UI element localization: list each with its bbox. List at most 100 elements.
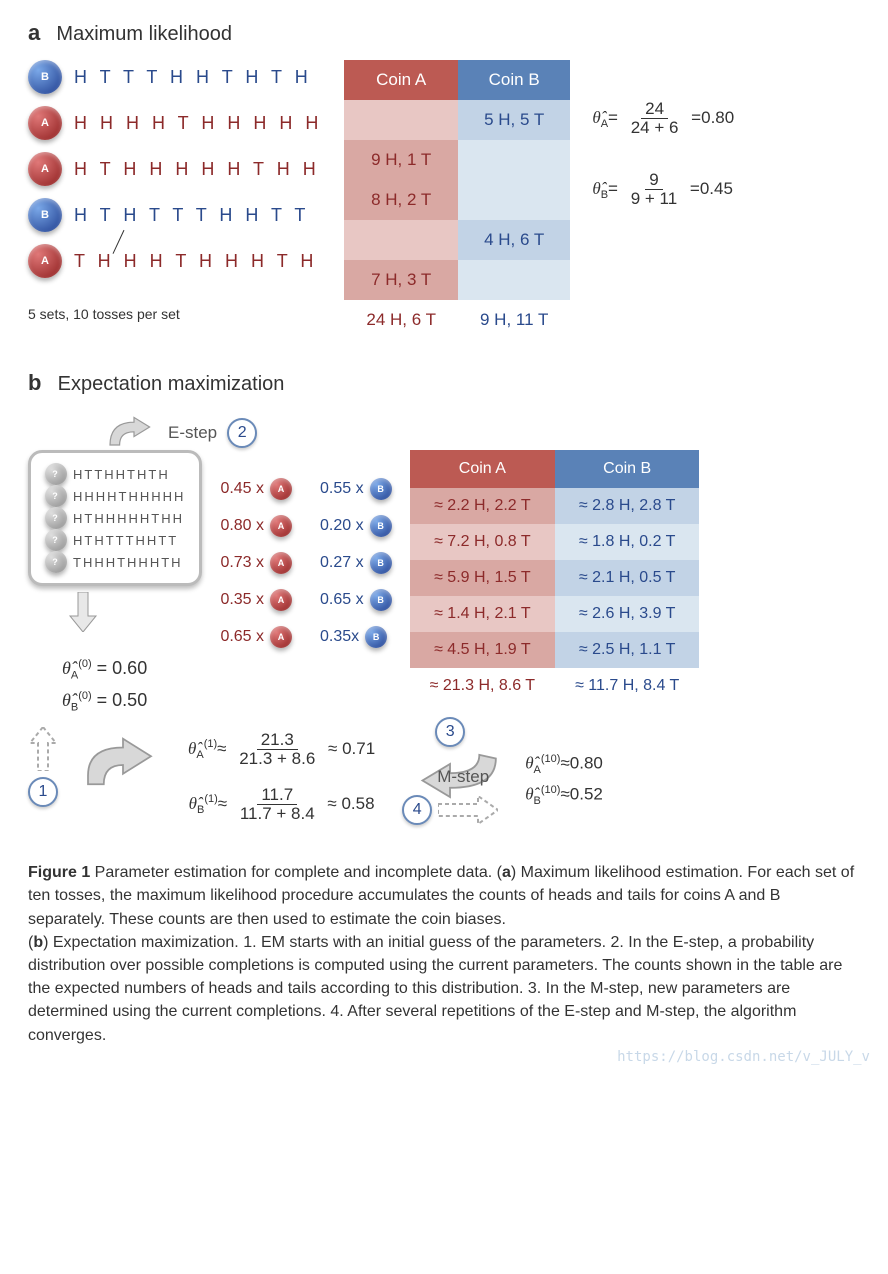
cell-a: 7 H, 3 T bbox=[344, 260, 458, 300]
table-row: 7 H, 3 T bbox=[344, 260, 570, 300]
seq-row: ? HHHHTHHHHH bbox=[45, 485, 185, 507]
em-sum-a: ≈ 21.3 H, 8.6 T bbox=[410, 668, 555, 704]
cell-b: 5 H, 5 T bbox=[458, 100, 570, 140]
coin-a-icon: A bbox=[270, 478, 292, 500]
loop-arrow-icon bbox=[78, 723, 168, 793]
coin-a-icon: A bbox=[28, 152, 62, 186]
cell-b: ≈ 1.8 H, 0.2 T bbox=[555, 524, 699, 560]
dashed-right-arrow-icon bbox=[438, 796, 498, 824]
down-arrow-icon bbox=[68, 592, 98, 632]
step-1-badge: 1 bbox=[28, 777, 58, 807]
weight-row: 0.45 xA0.55 xB bbox=[220, 478, 391, 500]
cell-a: ≈ 2.2 H, 2.2 T bbox=[410, 488, 555, 524]
table-row: ≈ 4.5 H, 1.9 T≈ 2.5 H, 1.1 T bbox=[410, 632, 700, 668]
cell-b bbox=[458, 260, 570, 300]
cell-a: ≈ 1.4 H, 2.1 T bbox=[410, 596, 555, 632]
coin-b-icon: B bbox=[370, 552, 392, 574]
table-row: ≈ 5.9 H, 1.5 T≈ 2.1 H, 0.5 T bbox=[410, 560, 700, 596]
coin-a-icon: A bbox=[28, 106, 62, 140]
ml-sum-a: 24 H, 6 T bbox=[344, 300, 458, 340]
figure-caption: Figure 1 Parameter estimation for comple… bbox=[0, 835, 888, 1067]
theta-b-formula: θ̂B= 9 9 + 11 =0.45 bbox=[592, 171, 734, 208]
step-2-badge: 2 bbox=[227, 418, 257, 448]
toss-sequence: H T T T H H T H T H bbox=[74, 67, 312, 88]
em-table: Coin A Coin B ≈ 2.2 H, 2.2 T≈ 2.8 H, 2.8… bbox=[410, 450, 700, 704]
cell-b bbox=[458, 180, 570, 220]
mstep-label: M-step bbox=[437, 767, 489, 787]
seq-text: HTTHHTHTH bbox=[73, 467, 170, 482]
table-row: 5 H, 5 T bbox=[344, 100, 570, 140]
coin-b-icon: B bbox=[370, 515, 392, 537]
weight-a: 0.65 x bbox=[220, 628, 264, 646]
cell-b: ≈ 2.1 H, 0.5 T bbox=[555, 560, 699, 596]
coin-a-icon: A bbox=[270, 589, 292, 611]
unknown-coin-icon: ? bbox=[45, 463, 67, 485]
cell-a: 8 H, 2 T bbox=[344, 180, 458, 220]
seq-text: HTHTTTHHTT bbox=[73, 533, 178, 548]
toss-row: BH T H T T T H H T T bbox=[28, 198, 322, 232]
panel-b: b Expectation maximization E-step 2 ? HTT… bbox=[0, 350, 888, 835]
step-3-badge: 3 bbox=[435, 717, 465, 747]
weights-column: 0.45 x A 0.55 x B 0.80 x A 0.20 x B 0.73 x A 0.27 … bbox=[220, 478, 391, 648]
weight-a: 0.80 x bbox=[220, 517, 264, 535]
weight-a: 0.73 x bbox=[220, 554, 264, 572]
unknown-coin-icon: ? bbox=[45, 529, 67, 551]
weight-row: 0.35 xA0.65 xB bbox=[220, 589, 391, 611]
weight-b: 0.27 x bbox=[320, 554, 364, 572]
mstep-formulas: θ̂A(1)≈ 21.3 21.3 + 8.6 ≈ 0.71 θ̂B(1)≈ 1… bbox=[188, 731, 375, 822]
panel-b-label: b bbox=[28, 370, 41, 395]
weight-b: 0.35x bbox=[320, 628, 359, 646]
seq-text: THHHTHHHTH bbox=[73, 555, 183, 570]
seq-text: HHHHTHHHHH bbox=[73, 489, 185, 504]
unknown-coin-icon: ? bbox=[45, 485, 67, 507]
table-row: 8 H, 2 T bbox=[344, 180, 570, 220]
weight-b: 0.65 x bbox=[320, 591, 364, 609]
table-row: 4 H, 6 T bbox=[344, 220, 570, 260]
coin-a-icon: A bbox=[270, 515, 292, 537]
sequence-box: ?HTTHHTHTH?HHHHTHHHHH?HTHHHHHTHH?HTHTTTH… bbox=[28, 450, 202, 586]
coin-a-icon: A bbox=[28, 244, 62, 278]
coin-a-icon: A bbox=[270, 552, 292, 574]
step-4-badge: 4 bbox=[402, 795, 432, 825]
cell-b: ≈ 2.8 H, 2.8 T bbox=[555, 488, 699, 524]
table-row: ≈ 7.2 H, 0.8 T≈ 1.8 H, 0.2 T bbox=[410, 524, 700, 560]
toss-column: BH T T T H H T H T HAH H H H T H H H H H… bbox=[28, 60, 322, 322]
ml-sum-b: 9 H, 11 T bbox=[458, 300, 570, 340]
toss-sequence: H H H H T H H H H H bbox=[74, 113, 322, 134]
cell-a: ≈ 4.5 H, 1.9 T bbox=[410, 632, 555, 668]
toss-row: BH T T T H H T H T H bbox=[28, 60, 322, 94]
panel-a-header: a Maximum likelihood bbox=[28, 20, 860, 46]
panel-a: a Maximum likelihood BH T T T H H T H T … bbox=[0, 0, 888, 350]
weight-row: 0.80 x A 0.20 x B bbox=[220, 515, 391, 537]
weight-a: 0.35 x bbox=[220, 591, 264, 609]
coin-b-icon: B bbox=[28, 198, 62, 232]
weight-row: 0.65 xA0.35xB bbox=[220, 626, 391, 648]
table-row: ≈ 1.4 H, 2.1 T≈ 2.6 H, 3.9 T bbox=[410, 596, 700, 632]
coin-a-icon: A bbox=[270, 626, 292, 648]
init-params: θ̂A(0) = 0.60 θ̂B(0) = 0.50 bbox=[62, 658, 202, 713]
weight-row: 0.73 x A 0.27 x B bbox=[220, 552, 391, 574]
cell-a bbox=[344, 220, 458, 260]
cell-a: ≈ 7.2 H, 0.8 T bbox=[410, 524, 555, 560]
cell-a: 9 H, 1 T bbox=[344, 140, 458, 180]
panel-b-header: b Expectation maximization bbox=[28, 370, 860, 396]
cell-b: ≈ 2.5 H, 1.1 T bbox=[555, 632, 699, 668]
unknown-coin-icon: ? bbox=[45, 507, 67, 529]
cell-a: ≈ 5.9 H, 1.5 T bbox=[410, 560, 555, 596]
em-sum-b: ≈ 11.7 H, 8.4 T bbox=[555, 668, 699, 704]
seq-row: ? HTTHHTHTH bbox=[45, 463, 185, 485]
cell-b: 4 H, 6 T bbox=[458, 220, 570, 260]
toss-row: AH H H H T H H H H H bbox=[28, 106, 322, 140]
theta-a-formula: θ̂A= 24 24 + 6 =0.80 bbox=[592, 100, 734, 137]
table-row: 9 H, 1 T bbox=[344, 140, 570, 180]
ml-formulas: θ̂A= 24 24 + 6 =0.80 θ̂B= 9 9 + 11 =0.45 bbox=[592, 100, 734, 207]
ml-th-b: Coin B bbox=[458, 60, 570, 100]
table-row: ≈ 2.2 H, 2.2 T≈ 2.8 H, 2.8 T bbox=[410, 488, 700, 524]
weight-b: 0.55 x bbox=[320, 480, 364, 498]
em-th-a: Coin A bbox=[410, 450, 555, 488]
weight-a: 0.45 x bbox=[220, 480, 264, 498]
ml-th-a: Coin A bbox=[344, 60, 458, 100]
watermark: https://blog.csdn.net/v_JULY_v bbox=[0, 1049, 888, 1065]
weight-b: 0.20 x bbox=[320, 517, 364, 535]
estep-label: E-step bbox=[168, 423, 217, 443]
